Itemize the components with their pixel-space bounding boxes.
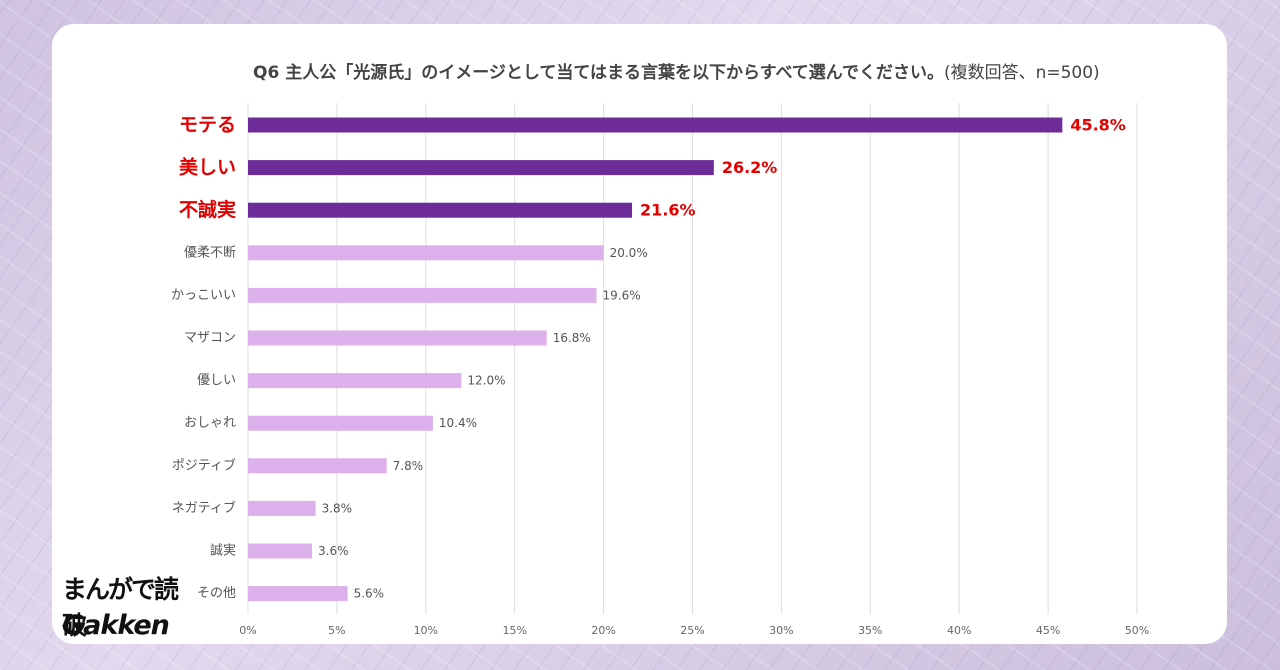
value-label: 20.0% [610,246,648,260]
value-label: 19.6% [602,288,640,302]
category-label: 美しい [179,156,236,179]
x-tick-label: 15% [502,624,526,637]
bar [248,373,462,389]
value-label: 12.0% [467,374,505,388]
value-label: 3.6% [318,544,349,558]
x-tick-label: 45% [1036,624,1060,637]
category-label: ネガティブ [172,500,236,516]
category-label: その他 [197,586,236,601]
category-label: 優柔不断 [184,245,236,260]
value-label: 26.2% [722,158,778,177]
x-tick-label: 10% [414,624,438,637]
publisher-logo: まんがで読破 Gakken [62,570,184,642]
category-label: ポジティブ [172,457,236,473]
x-tick-label: 30% [769,624,793,637]
chart-subtitle: (複数回答、n=500) [943,63,1100,83]
bar [248,245,604,261]
bar [248,202,633,218]
chart-title-main: Q6 主人公「光源氏」のイメージとして当てはまる言葉を以下からすべて選んでくださ… [253,63,944,83]
value-label: 16.8% [553,331,591,345]
x-tick-label: 40% [947,624,971,637]
value-label: 45.8% [1070,116,1126,135]
x-tick-label: 50% [1125,624,1149,637]
value-label: 5.6% [354,587,385,601]
logo-gakken: Gakken [62,610,170,641]
x-tick-label: 20% [591,624,615,637]
x-tick-label: 25% [680,624,704,637]
category-label: 不誠実 [179,198,236,221]
chart-title: Q6 主人公「光源氏」のイメージとして当てはまる言葉を以下からすべて選んでくださ… [253,58,1153,83]
logo-manga-de-doku-ha: まんがで読破 [62,575,179,640]
bar [248,586,348,602]
bar [248,287,597,303]
value-label: 7.8% [393,459,424,473]
category-label: かっこいい [171,288,236,303]
category-label: モテる [179,114,236,136]
bar [248,458,387,474]
value-label: 10.4% [439,416,477,430]
x-tick-label: 35% [858,624,882,637]
category-label: 誠実 [210,543,236,559]
bar [248,117,1063,133]
bar [248,415,433,431]
x-tick-label: 0% [239,624,256,637]
x-tick-label: 5% [328,624,345,637]
bar [248,160,714,176]
value-label: 3.8% [322,501,353,515]
bar [248,330,547,346]
category-label: おしゃれ [184,416,236,431]
category-label: 優しい [197,373,236,388]
value-label: 21.6% [640,201,696,220]
category-label: マザコン [184,331,236,346]
bar [248,543,313,559]
bar [248,500,316,516]
